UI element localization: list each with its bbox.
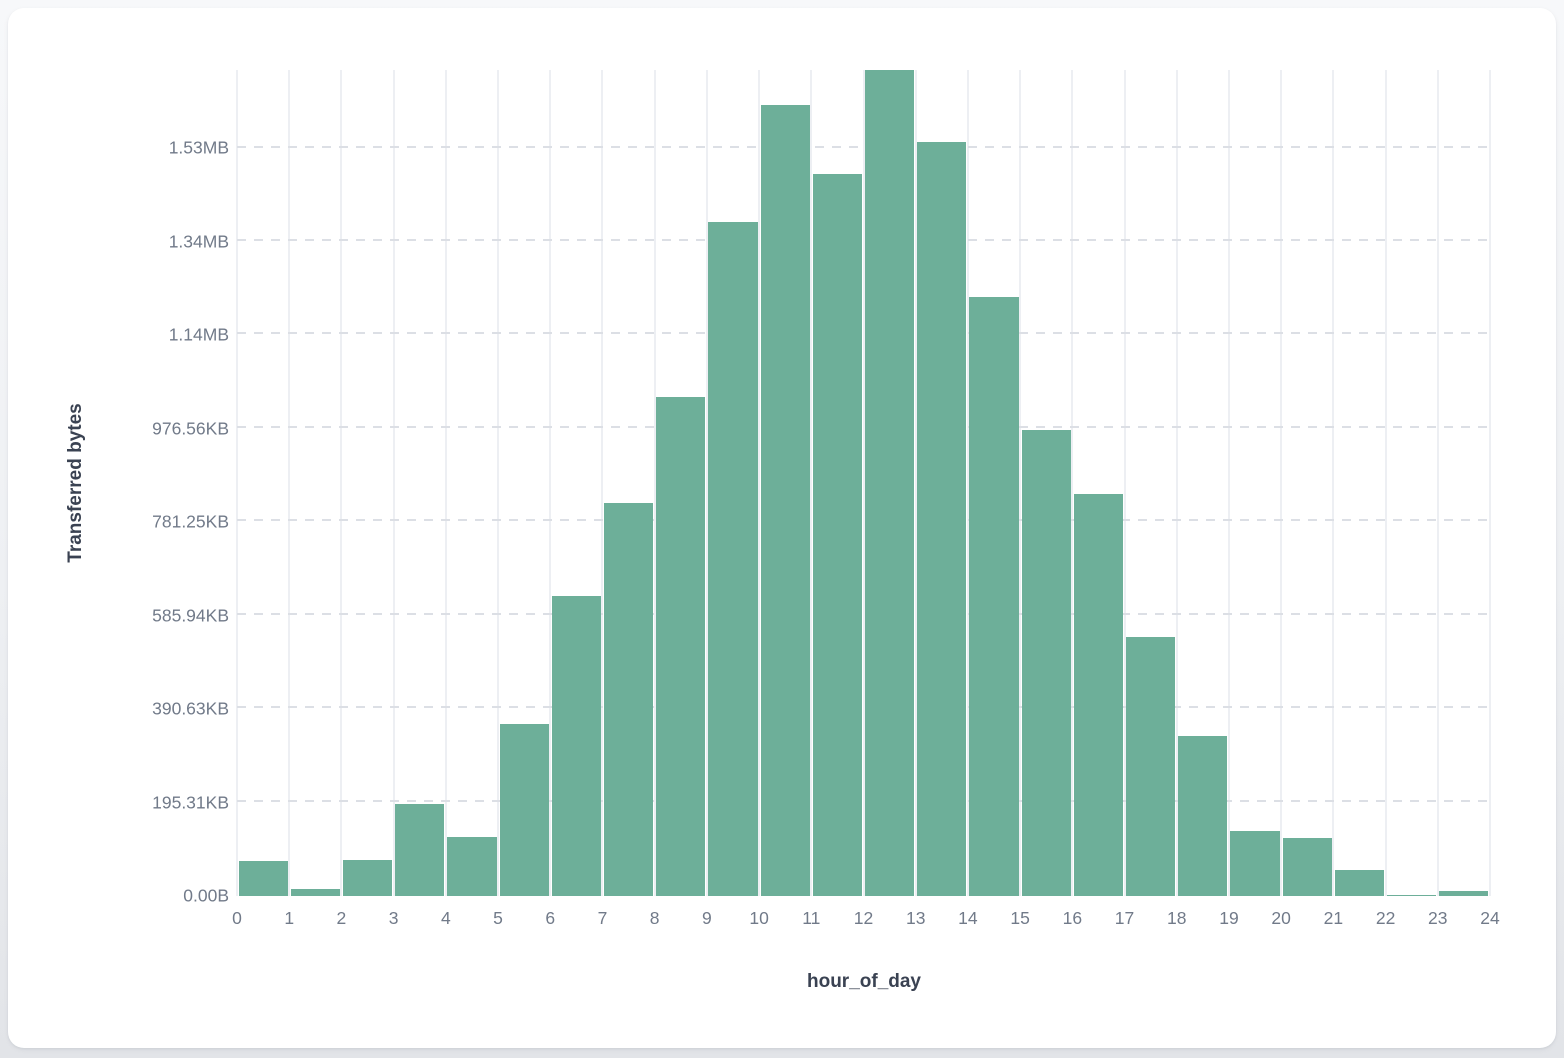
x-tick-label: 15 bbox=[1010, 908, 1030, 928]
x-tick-label: 21 bbox=[1323, 908, 1344, 928]
bar-hour-14[interactable] bbox=[969, 297, 1019, 896]
bar-hour-2[interactable] bbox=[342, 860, 393, 896]
vertical-gridline bbox=[444, 70, 447, 896]
bar-hour-1[interactable] bbox=[290, 889, 340, 896]
y-tick-label: 781.25KB bbox=[152, 511, 229, 532]
y-axis-title: Transferred bytes bbox=[65, 403, 86, 563]
vertical-gridline bbox=[1071, 70, 1074, 896]
y-tick-label: 1.34MB bbox=[168, 231, 229, 252]
bar-hour-15[interactable] bbox=[1021, 429, 1071, 896]
x-tick-label: 17 bbox=[1114, 908, 1135, 928]
horizontal-gridline bbox=[237, 238, 1490, 241]
x-tick-label: 7 bbox=[597, 908, 608, 928]
vertical-gridline bbox=[1384, 70, 1387, 896]
x-tick-label: 3 bbox=[388, 908, 399, 928]
x-tick-label: 5 bbox=[493, 908, 503, 928]
vertical-gridline bbox=[340, 70, 343, 896]
bar-hour-8[interactable] bbox=[656, 397, 706, 896]
bar-hour-12[interactable] bbox=[865, 70, 915, 896]
bar-hour-0[interactable] bbox=[238, 861, 288, 896]
bar-hour-19[interactable] bbox=[1230, 831, 1280, 896]
vertical-gridline bbox=[236, 70, 238, 896]
x-tick-label: 8 bbox=[649, 908, 660, 928]
y-tick-label: 976.56KB bbox=[152, 418, 229, 439]
horizontal-gridline bbox=[237, 332, 1490, 335]
bar-hour-20[interactable] bbox=[1282, 837, 1332, 896]
y-tick-label: 585.94KB bbox=[152, 605, 229, 626]
vertical-gridline bbox=[758, 70, 761, 896]
x-tick-label: 22 bbox=[1375, 908, 1396, 928]
x-tick-label: 13 bbox=[905, 908, 926, 928]
bar-hour-11[interactable] bbox=[812, 173, 862, 896]
vertical-gridline bbox=[601, 70, 604, 896]
bar-hour-21[interactable] bbox=[1334, 869, 1385, 896]
horizontal-gridline bbox=[237, 612, 1490, 615]
x-tick-label: 14 bbox=[958, 908, 978, 928]
vertical-gridline bbox=[1019, 70, 1022, 896]
x-tick-label: 16 bbox=[1062, 908, 1083, 928]
vertical-gridline bbox=[862, 70, 865, 896]
vertical-gridline bbox=[549, 70, 552, 896]
x-tick-label: 10 bbox=[749, 908, 769, 928]
plot-area bbox=[236, 70, 1491, 896]
bar-hour-7[interactable] bbox=[603, 503, 654, 896]
bar-hour-9[interactable] bbox=[708, 221, 758, 896]
x-tick-label: 6 bbox=[545, 908, 556, 928]
vertical-gridline bbox=[810, 70, 813, 896]
bar-hour-22[interactable] bbox=[1387, 895, 1437, 896]
horizontal-gridline bbox=[237, 519, 1490, 522]
x-tick-label: 11 bbox=[802, 908, 821, 928]
y-tick-label: 195.31KB bbox=[152, 792, 229, 813]
x-axis-title: hour_of_day bbox=[806, 971, 922, 992]
horizontal-gridline bbox=[237, 425, 1490, 428]
bar-hour-5[interactable] bbox=[499, 723, 549, 896]
x-tick-label: 20 bbox=[1271, 908, 1291, 928]
bar-hour-17[interactable] bbox=[1126, 637, 1176, 896]
x-tick-label: 0 bbox=[232, 908, 242, 928]
vertical-gridline bbox=[1280, 70, 1283, 896]
chart-card: Transferred bytes hour_of_day 0.00B 195.3… bbox=[8, 8, 1556, 1048]
y-tick-label: 1.14MB bbox=[168, 324, 229, 345]
x-tick-label: 19 bbox=[1219, 908, 1239, 928]
x-tick-label: 4 bbox=[440, 908, 451, 928]
bar-hour-3[interactable] bbox=[395, 803, 445, 896]
x-tick-label: 12 bbox=[853, 908, 874, 928]
horizontal-gridline bbox=[237, 799, 1490, 802]
bar-hour-4[interactable] bbox=[447, 837, 497, 896]
x-tick-label: 23 bbox=[1428, 908, 1448, 928]
vertical-gridline bbox=[653, 70, 656, 896]
x-tick-label: 2 bbox=[336, 908, 347, 928]
bar-hour-10[interactable] bbox=[760, 105, 810, 896]
x-tick-label: 9 bbox=[702, 908, 712, 928]
vertical-gridline bbox=[1489, 70, 1491, 896]
vertical-gridline bbox=[1123, 70, 1126, 896]
bar-hour-23[interactable] bbox=[1439, 891, 1489, 896]
vertical-gridline bbox=[966, 70, 969, 896]
vertical-gridline bbox=[1227, 70, 1230, 896]
y-tick-label: 1.53MB bbox=[168, 137, 229, 158]
horizontal-gridline bbox=[237, 145, 1490, 148]
vertical-gridline bbox=[1175, 70, 1178, 896]
x-tick-label: 24 bbox=[1480, 908, 1500, 928]
vertical-gridline bbox=[705, 70, 708, 896]
bar-hour-6[interactable] bbox=[551, 595, 601, 896]
horizontal-gridline bbox=[237, 706, 1490, 709]
vertical-gridline bbox=[392, 70, 395, 896]
x-tick-label: 18 bbox=[1167, 908, 1187, 928]
vertical-gridline bbox=[288, 70, 291, 896]
vertical-gridline bbox=[914, 70, 917, 896]
bar-hour-18[interactable] bbox=[1178, 735, 1228, 896]
vertical-gridline bbox=[497, 70, 500, 896]
vertical-gridline bbox=[1436, 70, 1439, 896]
bar-hour-16[interactable] bbox=[1073, 494, 1124, 896]
bar-hour-13[interactable] bbox=[917, 141, 967, 896]
vertical-gridline bbox=[1332, 70, 1335, 896]
y-tick-label: 0.00B bbox=[183, 885, 229, 906]
y-tick-label: 390.63KB bbox=[152, 698, 229, 719]
x-tick-label: 1 bbox=[284, 908, 295, 928]
